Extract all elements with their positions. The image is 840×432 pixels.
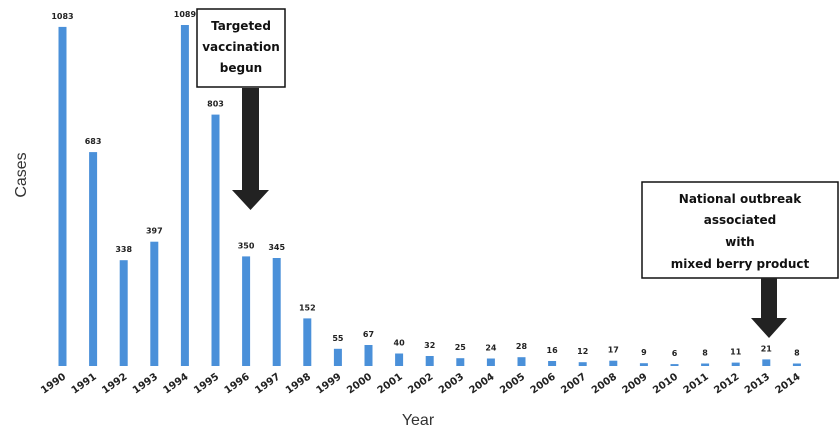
x-tick-1991: 1991 bbox=[70, 371, 99, 396]
value-label-2001: 40 bbox=[394, 339, 406, 348]
bar-2014 bbox=[792, 363, 801, 366]
value-label-1995: 803 bbox=[207, 100, 224, 109]
annotation-vaccination-line-2: vaccination bbox=[202, 40, 280, 54]
x-tick-2005: 2005 bbox=[498, 371, 527, 396]
annotation-outbreak: National outbreak associated with mixed … bbox=[641, 181, 839, 338]
annotation-vaccination-line-1: Targeted bbox=[211, 19, 271, 33]
x-tick-2004: 2004 bbox=[468, 371, 497, 396]
value-label-2010: 6 bbox=[672, 349, 678, 358]
x-tick-2008: 2008 bbox=[590, 371, 619, 396]
bar-2009 bbox=[639, 363, 648, 366]
x-tick-2002: 2002 bbox=[406, 371, 435, 396]
x-axis-label: Year bbox=[402, 412, 435, 429]
annotation-vaccination-line-3: begun bbox=[220, 61, 262, 75]
bar-1998 bbox=[303, 318, 312, 366]
bar-2010 bbox=[670, 364, 679, 366]
annotation-outbreak-arrow bbox=[751, 278, 787, 338]
x-tick-1997: 1997 bbox=[253, 371, 282, 396]
value-label-2012: 11 bbox=[730, 348, 742, 357]
x-tick-2014: 2014 bbox=[774, 371, 803, 396]
value-label-2006: 16 bbox=[547, 346, 559, 355]
bar-2008 bbox=[609, 360, 618, 366]
x-tick-2010: 2010 bbox=[651, 371, 680, 396]
bar-1997 bbox=[272, 258, 281, 366]
value-label-1996: 350 bbox=[238, 241, 255, 250]
value-label-2008: 17 bbox=[608, 346, 619, 355]
value-label-1999: 55 bbox=[332, 334, 344, 343]
x-tick-2007: 2007 bbox=[559, 371, 588, 396]
value-label-2007: 12 bbox=[577, 347, 588, 356]
bar-2002 bbox=[425, 356, 434, 366]
x-tick-2011: 2011 bbox=[682, 371, 711, 396]
annotation-outbreak-box bbox=[641, 181, 839, 279]
value-label-2013: 21 bbox=[761, 344, 773, 353]
bar-2004 bbox=[486, 358, 495, 366]
value-label-1994: 1089 bbox=[174, 10, 197, 19]
annotation-outbreak-line-3: with bbox=[725, 235, 754, 249]
x-tick-1992: 1992 bbox=[100, 371, 129, 396]
annotation-vaccination: Targeted vaccination begun bbox=[196, 8, 286, 210]
value-label-1997: 345 bbox=[268, 243, 285, 252]
x-tick-1998: 1998 bbox=[284, 371, 313, 396]
bar-1990 bbox=[58, 26, 67, 367]
x-tick-1999: 1999 bbox=[315, 371, 344, 396]
x-tick-2009: 2009 bbox=[621, 371, 650, 396]
value-label-1991: 683 bbox=[85, 137, 102, 146]
annotation-outbreak-line-4: mixed berry product bbox=[671, 257, 810, 271]
bar-1991 bbox=[89, 152, 98, 366]
value-label-2004: 24 bbox=[485, 344, 497, 353]
x-tick-2001: 2001 bbox=[376, 371, 405, 396]
value-label-2011: 8 bbox=[702, 349, 708, 358]
x-tick-2000: 2000 bbox=[345, 371, 374, 396]
value-label-2002: 32 bbox=[424, 341, 435, 350]
value-label-2000: 67 bbox=[363, 330, 374, 339]
x-tick-1990: 1990 bbox=[39, 371, 68, 396]
value-label-2005: 28 bbox=[516, 342, 528, 351]
bar-1994 bbox=[180, 25, 189, 366]
bar-1996 bbox=[242, 256, 251, 366]
annotation-vaccination-box bbox=[196, 8, 286, 88]
x-tick-1994: 1994 bbox=[162, 371, 191, 396]
value-label-1993: 397 bbox=[146, 227, 163, 236]
value-label-1998: 152 bbox=[299, 303, 316, 312]
x-tick-2012: 2012 bbox=[712, 371, 741, 396]
bar-2011 bbox=[701, 363, 710, 366]
bar-2007 bbox=[578, 362, 587, 366]
bar-2005 bbox=[517, 357, 526, 366]
bar-2001 bbox=[395, 353, 404, 366]
bar-2006 bbox=[548, 361, 557, 366]
annotation-outbreak-line-2: associated bbox=[704, 213, 776, 227]
x-tick-labels-group: 1990 1991 1992 1993 1994 1995 1996 1997 1998 1999… bbox=[39, 371, 803, 396]
value-label-2003: 25 bbox=[455, 343, 467, 352]
value-label-1992: 338 bbox=[115, 245, 132, 254]
bar-2012 bbox=[731, 362, 740, 366]
x-tick-1993: 1993 bbox=[131, 371, 160, 396]
bar-2000 bbox=[364, 345, 373, 366]
x-tick-2013: 2013 bbox=[743, 371, 772, 396]
annotation-vaccination-arrow bbox=[232, 88, 269, 210]
x-tick-2006: 2006 bbox=[529, 371, 558, 396]
value-label-1990: 1083 bbox=[51, 12, 73, 21]
y-axis-label: Cases bbox=[13, 152, 30, 197]
bar-2003 bbox=[456, 358, 465, 366]
value-labels-group: 1083 683 338 397 1089 803 350 345 152 55 67 40 32 25 2… bbox=[51, 10, 800, 358]
bar-2013 bbox=[762, 359, 771, 366]
x-tick-1996: 1996 bbox=[223, 371, 252, 396]
bar-1993 bbox=[150, 241, 159, 366]
annotation-outbreak-line-1: National outbreak bbox=[679, 192, 802, 206]
bar-1992 bbox=[119, 260, 128, 366]
bars-group bbox=[58, 25, 801, 367]
x-tick-2003: 2003 bbox=[437, 371, 466, 396]
value-label-2014: 8 bbox=[794, 349, 800, 358]
bar-1999 bbox=[333, 348, 342, 366]
x-tick-1995: 1995 bbox=[192, 371, 221, 396]
value-label-2009: 9 bbox=[641, 348, 647, 357]
bar-1995 bbox=[211, 114, 220, 366]
